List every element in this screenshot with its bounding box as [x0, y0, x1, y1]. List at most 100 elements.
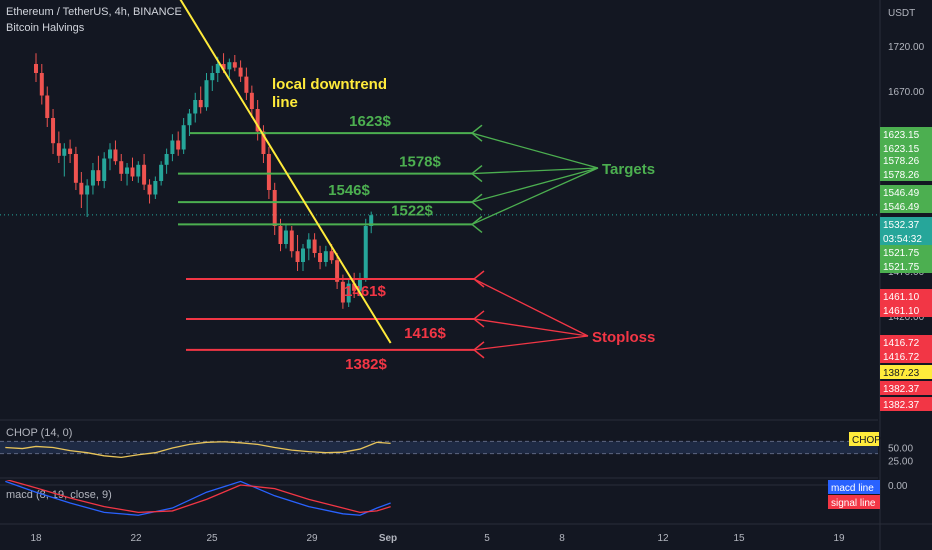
candle: [238, 67, 243, 77]
time-tick-label: 12: [657, 533, 669, 544]
price-tag-bg: [880, 335, 932, 349]
candle: [136, 164, 141, 177]
price-tag-bg: [880, 303, 932, 317]
level-label-1522: 1522$: [391, 202, 433, 219]
time-tick-label: 25: [206, 533, 218, 544]
countdown-tag-bg: [880, 231, 932, 245]
price-tag: 1461.10: [883, 292, 920, 303]
price-tag-bg: [880, 185, 932, 199]
last-price-tag-bg: [880, 217, 932, 231]
price-tag: 1578.26: [883, 156, 920, 167]
chop-tag-bg: [849, 432, 879, 446]
candle: [323, 251, 328, 262]
candle: [176, 140, 181, 150]
candle: [340, 281, 345, 303]
time-tick-label: 19: [833, 533, 845, 544]
time-tick-label: 22: [130, 533, 142, 544]
macd-line: [5, 480, 391, 516]
targets-label: Targets: [602, 161, 655, 178]
pointer-line: [471, 167, 599, 175]
price-tag-bg: [880, 381, 932, 395]
candle: [272, 190, 277, 226]
candle: [204, 80, 209, 108]
candle: [113, 149, 118, 162]
candle: [34, 64, 38, 73]
time-tick-label: 8: [559, 533, 565, 544]
price-tag-bg: [880, 141, 932, 155]
price-tag: 1623.15: [883, 130, 920, 141]
candle: [232, 62, 237, 68]
level-label-1416: 1416$: [404, 325, 446, 342]
candle: [153, 181, 158, 195]
signal-tag-bg: [828, 495, 880, 509]
candle: [266, 154, 271, 190]
indicator-label: Bitcoin Halvings: [6, 22, 85, 34]
time-tick-label: 15: [733, 533, 745, 544]
candle: [73, 154, 78, 183]
candle: [125, 167, 130, 174]
candle: [56, 143, 61, 156]
price-tag: 1546.49: [883, 202, 920, 213]
price-tag: 1416.72: [883, 352, 920, 363]
candle: [306, 239, 311, 249]
candle: [261, 131, 266, 154]
countdown-tag: 03:54:32: [883, 234, 922, 245]
candle: [147, 184, 152, 195]
level-label-1623: 1623$: [349, 113, 391, 130]
price-tag: 1382.37: [883, 384, 920, 395]
candle: [363, 226, 368, 279]
time-tick-label: 18: [30, 533, 42, 544]
candle: [181, 125, 186, 150]
time-tick-label: Sep: [379, 533, 397, 544]
candle: [357, 278, 362, 291]
time-tick-label: 29: [306, 533, 318, 544]
candle: [193, 100, 198, 114]
price-tag-bg: [880, 127, 932, 141]
level-label-1578: 1578$: [399, 154, 441, 171]
price-tag: 1387.23: [883, 368, 920, 379]
price-tick-label: 1420.00: [888, 312, 925, 323]
chop-line: [5, 441, 391, 459]
arrow-head: [472, 270, 485, 288]
chop-title: CHOP (14, 0): [6, 427, 72, 439]
candle: [79, 182, 84, 195]
price-tag: 1382.37: [883, 400, 920, 411]
symbol-title: Ethereum / TetherUS, 4h, BINANCE: [6, 6, 182, 18]
candle: [198, 100, 203, 108]
candle: [96, 170, 101, 181]
candle: [352, 283, 357, 291]
candle: [301, 248, 306, 262]
price-tag-bg: [880, 153, 932, 167]
stoploss-label: Stoploss: [592, 329, 655, 346]
candle: [90, 170, 95, 186]
candle: [318, 253, 323, 262]
candle: [45, 95, 50, 118]
price-tag-bg: [880, 167, 932, 181]
macd-tag: macd line: [831, 483, 874, 494]
trendline-label-1: local downtrend: [272, 76, 387, 93]
pointer-line: [473, 318, 589, 337]
price-tick-label: 1720.00: [888, 42, 925, 53]
candle: [62, 148, 67, 156]
signal-line: [5, 480, 391, 514]
price-tag: 1546.49: [883, 188, 920, 199]
last-price-tag: 1532.37: [883, 220, 920, 231]
candle: [244, 76, 249, 93]
candles-group: [34, 53, 374, 309]
candle: [249, 92, 254, 109]
time-tick-label: 5: [484, 533, 490, 544]
candle: [289, 230, 294, 252]
pointer-line: [471, 167, 599, 203]
price-tag-bg: [880, 289, 932, 303]
candle: [119, 161, 124, 174]
chop-tick-label: 25.00: [888, 457, 913, 468]
downtrend-line: [179, 0, 392, 344]
candle: [142, 164, 147, 185]
price-tag-bg: [880, 397, 932, 411]
candle: [51, 118, 56, 144]
pointer-line: [471, 167, 599, 226]
price-tag: 1521.75: [883, 248, 920, 259]
candle: [335, 260, 340, 282]
candle: [187, 113, 192, 126]
